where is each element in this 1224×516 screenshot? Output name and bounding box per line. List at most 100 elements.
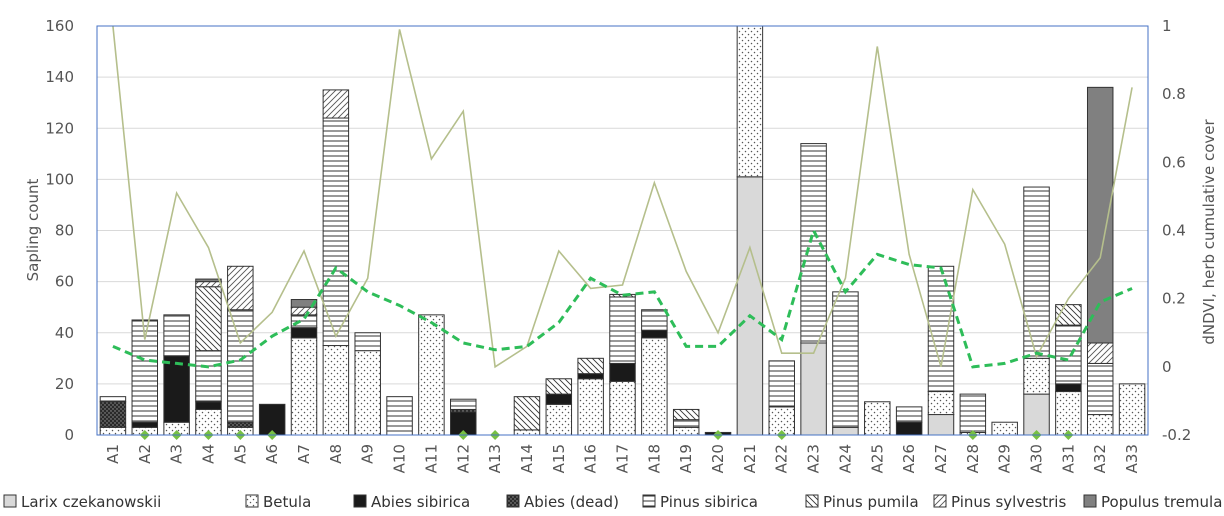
x-tick-label: A4 xyxy=(199,444,217,464)
x-axis-ticks: A1 A2 A3 A4 A5 A6 A7 A8 A9 A10 A11 A12 A13 A14 A15 A16 A… xyxy=(104,444,1141,473)
x-tick-label: A15 xyxy=(550,444,568,473)
x-tick-label: A28 xyxy=(964,444,982,473)
bar-segment xyxy=(1023,393,1050,436)
y2-tick-label: 0.4 xyxy=(1162,222,1186,240)
bar-segment xyxy=(768,360,795,408)
x-tick-label: A8 xyxy=(327,444,345,464)
x-tick-label: A22 xyxy=(773,444,791,473)
bar-segment xyxy=(1086,342,1114,364)
legend-swatch xyxy=(3,494,17,508)
bar-segment xyxy=(227,309,254,423)
bar-segment xyxy=(290,299,318,308)
bar-segment xyxy=(927,414,955,436)
bar-segment xyxy=(1086,414,1114,436)
bar-segment xyxy=(354,332,381,352)
bar-segment xyxy=(1118,383,1146,436)
bar-segment xyxy=(227,421,254,428)
bar-segment xyxy=(577,378,604,436)
bar-segment xyxy=(1023,357,1050,395)
x-tick-label: A16 xyxy=(582,444,600,473)
bar-segment xyxy=(290,337,318,436)
legend-swatch xyxy=(933,494,947,508)
bar-segment xyxy=(1023,186,1050,359)
bar-segment xyxy=(1055,383,1082,393)
y2-tick-label: 0.8 xyxy=(1162,85,1186,103)
x-tick-label: A33 xyxy=(1123,444,1141,473)
gridlines xyxy=(97,76,1148,385)
bar-segment xyxy=(195,401,222,410)
bar-segment xyxy=(131,319,159,423)
legend-item: Pinus pumila xyxy=(805,493,919,511)
y-tick-label: 60 xyxy=(55,273,74,291)
bar-segment xyxy=(895,421,923,436)
x-tick-label: A20 xyxy=(709,444,727,473)
bar-segment xyxy=(672,419,700,428)
bar-segment xyxy=(290,327,318,339)
x-tick-label: A18 xyxy=(645,444,663,473)
bar-segment xyxy=(864,401,891,436)
bar-segment xyxy=(322,345,350,436)
bar-segment xyxy=(641,329,668,339)
bar-segment xyxy=(959,393,987,433)
bar-segment xyxy=(163,355,190,423)
thin-series-line xyxy=(112,25,1133,369)
bar-segment xyxy=(131,421,159,428)
x-tick-label: A10 xyxy=(391,444,409,473)
bar-segment xyxy=(832,291,859,428)
bars xyxy=(99,25,1146,436)
bar-segment xyxy=(99,396,127,403)
legend-label: Pinus sylvestris xyxy=(951,493,1066,511)
bar-segment xyxy=(927,391,955,416)
x-tick-label: A11 xyxy=(422,444,440,473)
legend-swatch xyxy=(506,494,520,508)
bar-segment xyxy=(290,306,318,316)
x-tick-label: A9 xyxy=(359,444,377,464)
legend-swatch xyxy=(642,494,656,508)
bar-segment xyxy=(800,342,827,436)
x-tick-label: A13 xyxy=(486,444,504,473)
x-tick-label: A2 xyxy=(136,444,154,464)
y-tick-label: 140 xyxy=(45,68,74,86)
bar-segment xyxy=(513,429,541,436)
x-tick-label: A29 xyxy=(996,444,1014,473)
bar-segment xyxy=(736,176,764,436)
legend-label: Pinus pumila xyxy=(823,493,919,511)
bar-segment xyxy=(386,396,413,436)
bar-segment xyxy=(1086,362,1114,416)
bar-segment xyxy=(832,426,859,436)
y-tick-label: 100 xyxy=(45,170,74,188)
bar-segment xyxy=(545,403,573,436)
x-tick-label: A32 xyxy=(1091,444,1109,473)
x-tick-label: A17 xyxy=(614,444,632,473)
y-axis-title: Sapling count xyxy=(24,179,42,282)
bar-segment xyxy=(672,426,700,436)
y2-tick-label: -0.2 xyxy=(1162,426,1191,444)
bar-segment xyxy=(577,373,604,380)
legend-item: Abies sibirica xyxy=(353,493,470,511)
y2-axis-title: dNDVI, herb cumulative cover xyxy=(1200,119,1218,345)
y-tick-label: 80 xyxy=(55,222,74,240)
legend-swatch xyxy=(353,494,367,508)
bar-segment xyxy=(450,398,477,410)
y2-tick-label: 0 xyxy=(1162,358,1172,376)
trend-lines xyxy=(112,25,1133,369)
bar-segment xyxy=(195,350,222,403)
legend-item: Abies (dead) xyxy=(506,493,619,511)
x-tick-label: A24 xyxy=(836,444,854,473)
bar-segment xyxy=(895,406,923,423)
x-tick-label: A23 xyxy=(805,444,823,473)
y2-tick-label: 0.6 xyxy=(1162,153,1186,171)
bar-segment xyxy=(322,89,350,119)
bar-segment xyxy=(991,421,1018,436)
bar-segment xyxy=(641,337,668,436)
plot-frame xyxy=(96,25,1149,436)
x-tick-label: A7 xyxy=(295,444,313,464)
bar-segment xyxy=(195,278,222,283)
x-tick-label: A14 xyxy=(518,444,536,473)
bar-segment xyxy=(736,25,764,178)
legend-swatch xyxy=(245,494,259,508)
legend-item: Populus tremula xyxy=(1083,493,1222,511)
y-tick-label: 120 xyxy=(45,119,74,137)
bar-segment xyxy=(545,393,573,405)
bar-segment xyxy=(195,281,222,288)
